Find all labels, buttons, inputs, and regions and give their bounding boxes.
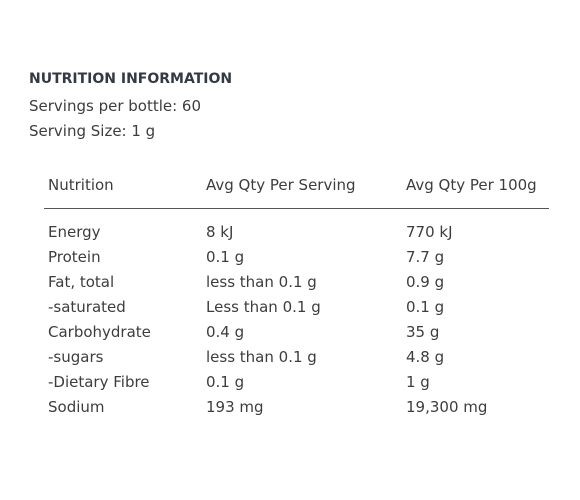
servings: Servings per bottle: 60 (29, 97, 202, 115)
header-row: Nutrition Avg Qty Per Serving Avg Qty Per … (44, 170, 549, 209)
table-row: -sugars less than 0.1 g 4.8 g (44, 344, 549, 369)
table-cell: -Dietary Fibre (48, 372, 150, 391)
table-cell: 0.1 g (406, 297, 445, 316)
table-cell: -sugars (48, 347, 104, 366)
table-cell: -saturated (48, 297, 126, 316)
table-cell: Sodium (48, 397, 105, 416)
table-row: Carbohydrate 0.4 g 35 g (44, 319, 549, 344)
nutrition-table: Nutrition Avg Qty Per Serving Avg Qty Per … (44, 170, 549, 419)
table-cell: 7.7 g (406, 247, 445, 266)
table-row: Sodium 193 mg 19,300 mg (44, 394, 549, 419)
table-cell: Protein (48, 247, 101, 266)
table-cell: 770 kJ (406, 222, 453, 241)
title: NUTRITION INFORMATION (29, 71, 233, 87)
column-header: Nutrition (44, 170, 202, 209)
column-header: Avg Qty Per 100g (402, 170, 549, 209)
table-cell: less than 0.1 g (206, 347, 317, 366)
table-row: Fat, total less than 0.1 g 0.9 g (44, 269, 549, 294)
table-cell: less than 0.1 g (206, 272, 317, 291)
serving-size: Serving Size: 1 g (29, 122, 156, 140)
table-row: -saturated Less than 0.1 g 0.1 g (44, 294, 549, 319)
table-cell: 19,300 mg (406, 397, 488, 416)
table-cell: 8 kJ (206, 222, 234, 241)
table-cell: 0.1 g (206, 372, 245, 391)
table-cell: Fat, total (48, 272, 115, 291)
table-cell: Carbohydrate (48, 322, 151, 341)
table-row: Energy 8 kJ 770 kJ (44, 209, 549, 245)
table-cell: 0.9 g (406, 272, 445, 291)
table-cell: 0.1 g (206, 247, 245, 266)
table-cell: Less than 0.1 g (206, 297, 321, 316)
table-row: Protein 0.1 g 7.7 g (44, 244, 549, 269)
table-cell: 0.4 g (206, 322, 245, 341)
table-cell: 4.8 g (406, 347, 445, 366)
table-cell: 1 g (406, 372, 430, 391)
table-cell: Energy (48, 222, 101, 241)
table-cell: 35 g (406, 322, 440, 341)
column-header: Avg Qty Per Serving (202, 170, 402, 209)
table-body: Energy 8 kJ 770 kJ Protein 0.1 g 7.7 g Fat, to… (44, 209, 549, 420)
table-row: -Dietary Fibre 0.1 g 1 g (44, 369, 549, 394)
table-cell: 193 mg (206, 397, 264, 416)
